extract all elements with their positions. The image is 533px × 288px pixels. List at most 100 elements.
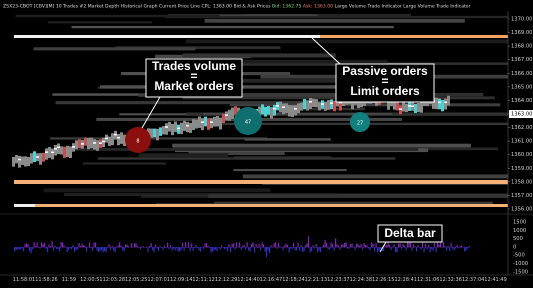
depth-band [172, 143, 471, 148]
price-cell [438, 101, 441, 104]
delta-bar [105, 247, 107, 253]
delta-bar [387, 241, 389, 248]
price-cell [273, 104, 276, 116]
price-cell [57, 146, 60, 149]
delta-bar [329, 247, 331, 250]
delta-bar [98, 247, 100, 252]
price-cell [219, 117, 222, 130]
price-cell [90, 137, 93, 149]
price-cell [189, 122, 192, 133]
price-label: 1370.00 [511, 17, 532, 23]
delta-bar [393, 244, 395, 248]
delta-bar [203, 247, 205, 249]
delta-bar [243, 245, 245, 248]
delta-bar [336, 244, 338, 248]
delta-bar [369, 247, 371, 251]
price-cell [210, 121, 213, 123]
limit-band [320, 35, 508, 38]
price-label: 1367.00 [511, 57, 532, 63]
price-cell [45, 151, 48, 153]
depth-band [71, 25, 394, 29]
delta-bar [398, 243, 400, 248]
time-label: 12:37:04 [462, 277, 484, 283]
price-cell [81, 143, 84, 145]
delta-bar [161, 246, 163, 248]
price-label: 1357.00 [511, 193, 532, 199]
price-cell [42, 152, 45, 162]
price-cell [285, 103, 288, 113]
price-cell [54, 145, 57, 156]
delta-bar [306, 243, 308, 248]
delta-bar [345, 242, 347, 248]
delta-bar [80, 246, 82, 248]
delta-bar [228, 244, 230, 248]
delta-bar [168, 247, 170, 250]
price-cell [261, 104, 264, 115]
delta-bar [363, 242, 365, 248]
delta-label: 1000 [513, 228, 526, 234]
delta-bar [324, 240, 326, 248]
delta-bar [156, 247, 158, 249]
delta-bar [251, 243, 253, 248]
depth-band [262, 107, 366, 111]
delta-bar [435, 247, 437, 252]
delta-bar [21, 247, 23, 249]
delta-bars [14, 236, 470, 258]
delta-bar [107, 246, 109, 248]
price-label: 1356.00 [511, 206, 532, 212]
depth-band [138, 93, 367, 97]
delta-bar [102, 247, 104, 253]
price-cell [105, 137, 108, 140]
price-cell [273, 107, 276, 110]
price-cell [222, 113, 225, 124]
delta-bar [152, 247, 154, 251]
bubble-label: 8 [136, 139, 139, 145]
annotation: = [381, 74, 388, 88]
delta-label: -1000 [513, 261, 528, 267]
delta-bar [332, 243, 334, 248]
price-cell [27, 157, 30, 167]
price-label: 1361.00 [511, 139, 532, 145]
delta-bar [365, 245, 367, 248]
delta-bar [180, 247, 182, 251]
price-label: 1358.00 [511, 179, 532, 185]
delta-bar [135, 243, 137, 248]
delta-bar [395, 247, 397, 253]
delta-bar [449, 247, 451, 251]
delta-bar [183, 247, 185, 251]
depth-band [244, 14, 411, 18]
delta-bar [176, 247, 178, 249]
delta-bar [177, 247, 179, 252]
price-cell [207, 118, 210, 130]
depth-band [52, 93, 156, 96]
time-label: 12:09:14 [170, 277, 192, 283]
delta-bar [66, 247, 68, 253]
price-cell [48, 147, 51, 158]
delta-bar [429, 247, 431, 253]
delta-bar [191, 243, 193, 248]
price-cell [267, 106, 270, 115]
price-cell [156, 128, 159, 141]
delta-bar [408, 242, 410, 248]
price-cell [438, 98, 441, 110]
delta-bar [189, 247, 191, 252]
price-cell [153, 128, 156, 138]
price-cell [186, 124, 189, 127]
delta-bar [249, 247, 251, 252]
delta-bar [201, 246, 203, 248]
price-cell [195, 119, 198, 129]
delta-bar [323, 244, 325, 248]
delta-bar [276, 247, 278, 249]
time-label: 12:26:15 [372, 277, 394, 283]
delta-bar [467, 247, 469, 249]
price-cell [396, 102, 399, 111]
delta-bar [84, 245, 86, 248]
delta-bar [125, 244, 127, 248]
delta-bar [297, 243, 299, 248]
delta-label: 1500 [513, 220, 526, 226]
delta-bar [386, 245, 388, 248]
delta-bar [413, 244, 415, 248]
delta-bar [158, 247, 160, 251]
price-cell [408, 105, 411, 107]
delta-bar [284, 245, 286, 248]
